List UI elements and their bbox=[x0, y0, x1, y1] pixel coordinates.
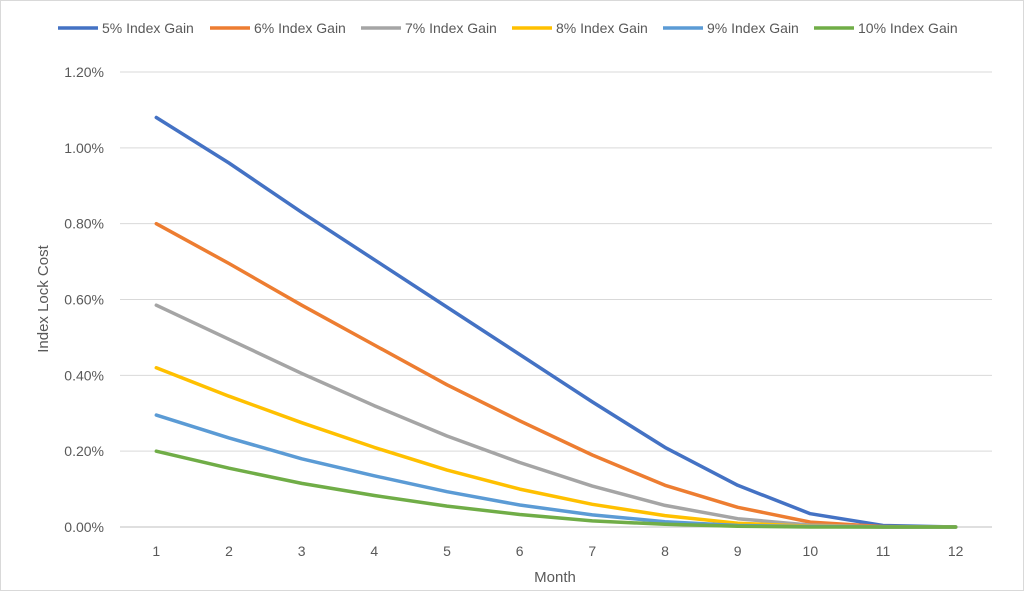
x-tick-label: 2 bbox=[225, 543, 233, 559]
series-lines bbox=[154, 115, 958, 529]
legend-label: 6% Index Gain bbox=[254, 20, 346, 36]
x-tick-label: 11 bbox=[876, 543, 891, 559]
series-line-5 bbox=[154, 413, 958, 529]
y-tick-label: 0.80% bbox=[64, 216, 104, 232]
x-tick-label: 8 bbox=[661, 543, 669, 559]
legend-label: 8% Index Gain bbox=[556, 20, 648, 36]
x-tick-label: 12 bbox=[948, 543, 964, 559]
y-tick-label: 0.60% bbox=[64, 292, 104, 308]
x-axis-title: Month bbox=[534, 569, 576, 586]
legend-label: 7% Index Gain bbox=[405, 20, 497, 36]
series-line-1 bbox=[154, 115, 958, 529]
x-tick-label: 6 bbox=[516, 543, 524, 559]
gridlines bbox=[120, 71, 992, 528]
series-line-4 bbox=[154, 366, 958, 529]
series-line-6 bbox=[154, 449, 958, 529]
legend-label: 9% Index Gain bbox=[707, 20, 799, 36]
legend-label: 10% Index Gain bbox=[858, 20, 958, 36]
x-axis-ticks: 1 2 3 4 5 6 7 8 9 10 11 12 bbox=[152, 543, 963, 559]
x-tick-label: 7 bbox=[588, 543, 596, 559]
y-tick-label: 0.00% bbox=[64, 519, 104, 535]
x-tick-label: 3 bbox=[298, 543, 306, 559]
legend-label: 5% Index Gain bbox=[102, 20, 194, 36]
series-line-3 bbox=[154, 303, 958, 529]
x-tick-label: 9 bbox=[734, 543, 742, 559]
y-tick-label: 1.20% bbox=[64, 64, 104, 80]
series-line-2 bbox=[154, 221, 958, 529]
y-tick-label: 0.40% bbox=[64, 367, 104, 383]
y-tick-label: 1.00% bbox=[64, 140, 104, 156]
y-axis-title: Index Lock Cost bbox=[35, 244, 52, 352]
x-tick-label: 5 bbox=[443, 543, 451, 559]
legend: 5% Index Gain 6% Index Gain 7% Index Gain 8… bbox=[58, 20, 958, 36]
y-tick-label: 0.20% bbox=[64, 443, 104, 459]
y-axis-ticks: 0.00% 0.20% 0.40% 0.60% 0.80% 1.00% 1.20% bbox=[64, 64, 104, 535]
x-tick-label: 1 bbox=[152, 543, 160, 559]
x-tick-label: 4 bbox=[370, 543, 378, 559]
x-tick-label: 10 bbox=[803, 543, 819, 559]
